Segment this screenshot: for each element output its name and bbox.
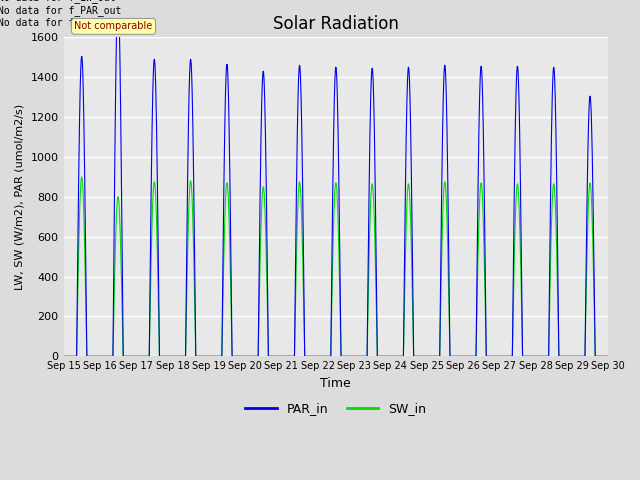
SW_in <box>411 353 419 359</box>
SW_in <box>488 353 496 359</box>
SW_in <box>176 353 184 359</box>
Line: PAR_in: PAR_in <box>63 0 608 356</box>
SW_in <box>604 353 612 359</box>
SW_in <box>264 308 271 314</box>
Line: SW_in: SW_in <box>63 177 608 356</box>
Text: No data for f_LW_in
No data for f_LW_out
No data for f_PAR_out
No data for f_SW_: No data for f_LW_in No data for f_LW_out… <box>0 0 122 28</box>
PAR_in <box>264 277 271 283</box>
SW_in <box>60 353 67 359</box>
PAR_in <box>60 353 67 359</box>
PAR_in <box>488 353 496 359</box>
PAR_in <box>411 353 419 359</box>
PAR_in <box>176 353 184 359</box>
SW_in <box>78 174 86 180</box>
Text: Not comparable: Not comparable <box>74 22 153 31</box>
Title: Solar Radiation: Solar Radiation <box>273 15 399 33</box>
X-axis label: Time: Time <box>321 377 351 390</box>
SW_in <box>602 353 610 359</box>
PAR_in <box>602 353 610 359</box>
Y-axis label: LW, SW (W/m2), PAR (umol/m2/s): LW, SW (W/m2), PAR (umol/m2/s) <box>15 104 25 290</box>
SW_in <box>170 353 178 359</box>
PAR_in <box>170 353 178 359</box>
Legend: PAR_in, SW_in: PAR_in, SW_in <box>241 397 431 420</box>
PAR_in <box>604 353 612 359</box>
